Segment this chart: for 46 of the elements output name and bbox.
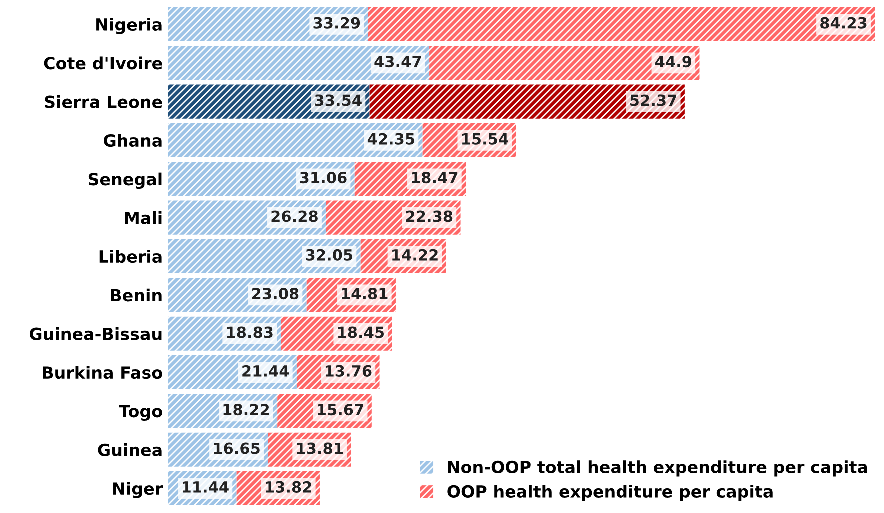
data-label: 42.35 — [368, 133, 415, 145]
legend-label: OOP health expenditure per capita — [448, 485, 773, 502]
data-label: 18.45 — [338, 326, 384, 338]
bar — [168, 46, 430, 80]
data-label: 14.81 — [342, 288, 388, 300]
bar — [430, 46, 700, 80]
data-label: 11.44 — [182, 482, 229, 493]
data-label: 13.76 — [326, 365, 372, 377]
y-tick-label: Niger — [114, 482, 164, 498]
data-label: 31.06 — [300, 172, 347, 184]
y-tick-label: Burkina Faso — [43, 366, 162, 380]
data-label: 21.44 — [242, 365, 290, 377]
y-tick-label: Cote d'Ivoire — [44, 56, 162, 70]
data-label: 18.22 — [224, 404, 270, 416]
legend-label: Non-OOP total health expenditure per capita — [448, 460, 868, 477]
data-label: 13.82 — [266, 481, 312, 493]
data-label: 26.28 — [272, 210, 318, 222]
data-label: 15.67 — [318, 404, 364, 416]
data-label: 18.83 — [227, 326, 273, 338]
data-label: 14.22 — [392, 249, 438, 261]
bar — [168, 123, 423, 158]
data-label: 15.54 — [462, 134, 508, 145]
y-tick-label: Mali — [125, 211, 162, 224]
data-label: 33.29 — [314, 17, 360, 29]
data-label: 23.08 — [252, 288, 299, 300]
data-label: 52.37 — [630, 94, 677, 106]
y-tick-label: Guinea-Bissau — [30, 328, 162, 340]
y-tick-label: Benin — [111, 288, 162, 302]
y-tick-label: Liberia — [100, 250, 162, 264]
data-label: 18.47 — [412, 172, 458, 184]
data-label: 44.9 — [656, 56, 692, 68]
data-label: 43.47 — [374, 56, 422, 68]
data-label: 84.23 — [820, 17, 867, 29]
data-label: 33.54 — [315, 94, 362, 106]
y-tick-label: Ghana — [104, 134, 162, 148]
data-label: 22.38 — [406, 210, 453, 222]
data-label: 13.81 — [297, 442, 343, 454]
y-tick-label: Sierra Leone — [45, 95, 162, 108]
y-tick-label: Togo — [119, 405, 162, 422]
bar — [368, 7, 876, 42]
y-tick-label: Senegal — [88, 172, 162, 190]
y-tick-label: Guinea — [98, 444, 162, 456]
bar — [370, 84, 685, 119]
data-label: 32.05 — [306, 249, 353, 261]
y-tick-label: Nigeria — [96, 18, 162, 34]
data-label: 16.65 — [214, 442, 260, 454]
